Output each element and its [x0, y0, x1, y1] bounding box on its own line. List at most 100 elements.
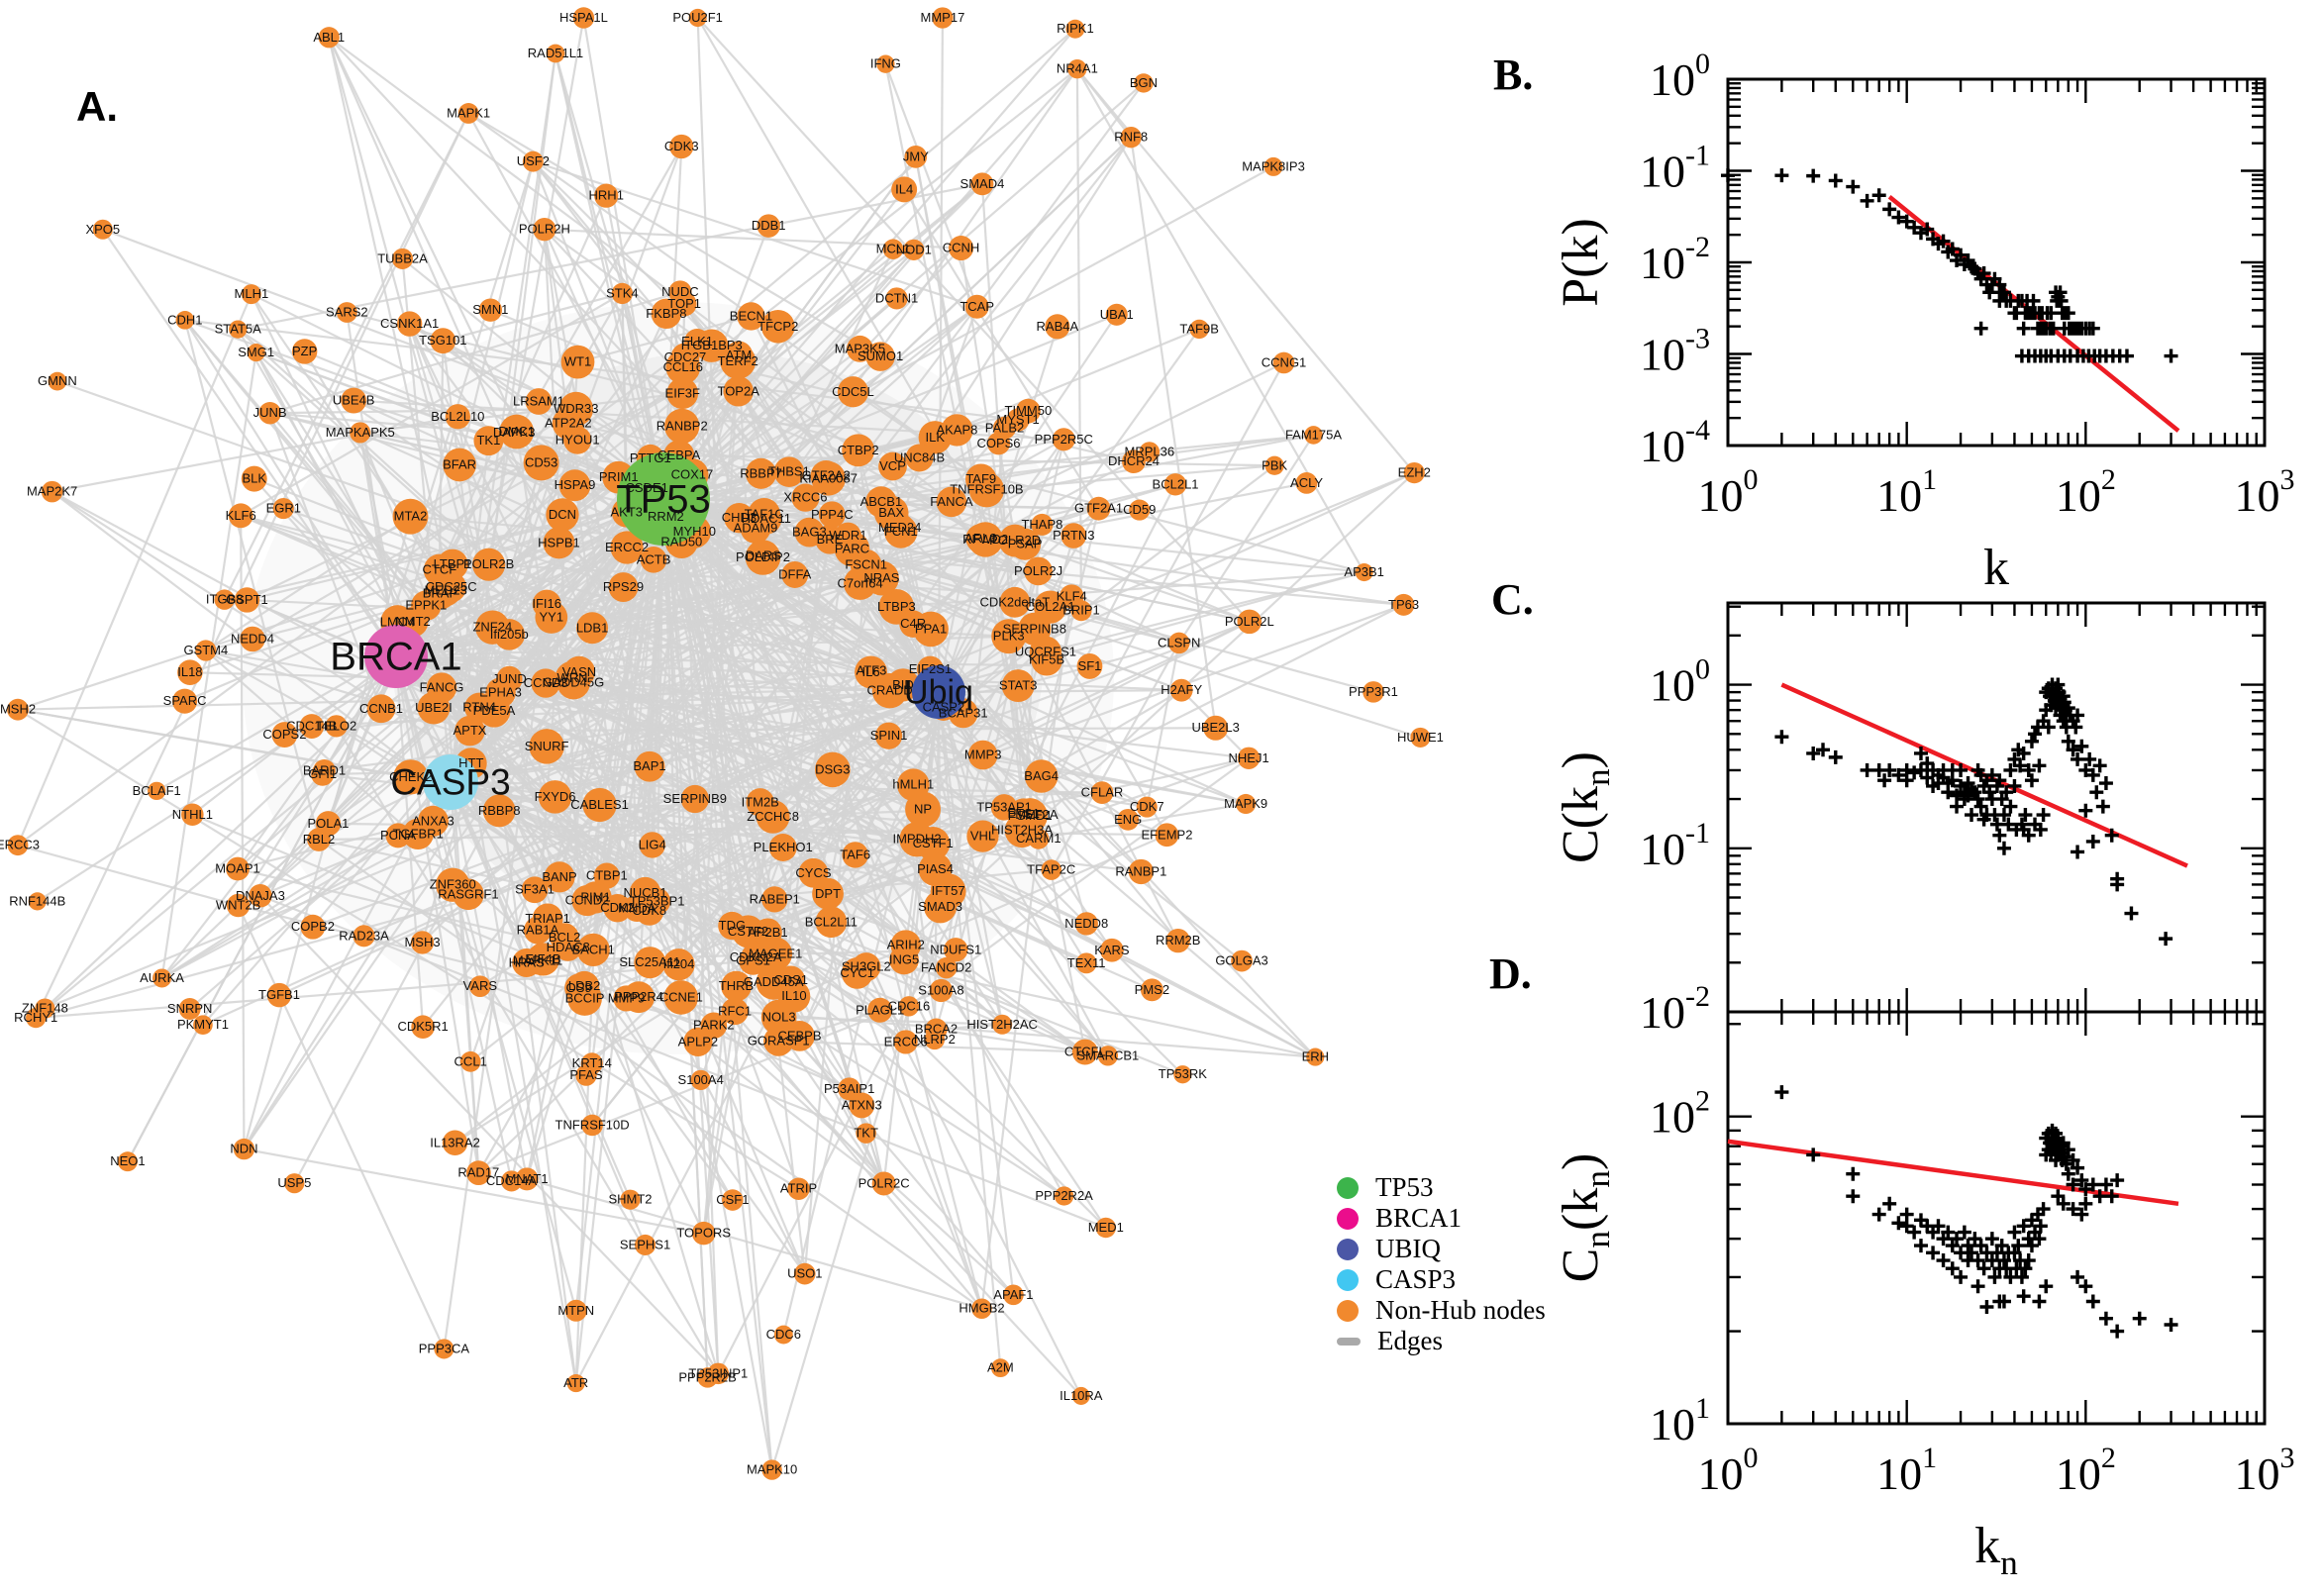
network-node [472, 548, 506, 581]
network-node [426, 672, 457, 703]
gene-label: hMLH1 [892, 777, 934, 792]
gene-label: THAP8 [1021, 517, 1062, 532]
network-node [576, 933, 610, 967]
svg-text:P(k): P(k) [1553, 218, 1609, 307]
network-node [723, 376, 754, 407]
network-edges [16, 17, 1421, 1470]
plot-frame [1726, 77, 2267, 448]
network-node [529, 729, 564, 764]
network-node [1003, 1284, 1024, 1306]
network-node [523, 445, 559, 481]
gene-label: IL4 [895, 181, 913, 196]
network-node [1105, 303, 1128, 326]
network-node [639, 832, 665, 858]
gene-label: TNFRSF10D [556, 1117, 630, 1132]
gene-label: MNDA [618, 900, 656, 915]
svg-text:103: 103 [2235, 1442, 2295, 1499]
network-node [746, 457, 777, 489]
gene-label: ZNF148 [22, 1001, 68, 1016]
nonhub-dot-icon [1337, 1299, 1359, 1322]
network-node [944, 938, 968, 962]
gene-label: APTX [454, 723, 487, 738]
gene-label: CDK8 [632, 903, 666, 918]
gene-label: KLF4 [1057, 589, 1087, 604]
network-node [535, 601, 568, 634]
gene-label: MAPK10 [747, 1462, 797, 1477]
gene-label: CSF1 [716, 1192, 749, 1207]
gene-label: MED1 [1088, 1220, 1124, 1235]
svg-text:103: 103 [2235, 463, 2295, 521]
gene-label: IL10 [781, 988, 806, 1003]
gene-label: CDC25C [426, 579, 477, 594]
gene-label: CCL1 [454, 1053, 487, 1068]
gene-label: RIPK1 [1057, 21, 1094, 36]
gene-label: BRE [817, 532, 844, 547]
gene-label: RRM2B [1156, 933, 1201, 948]
gene-label: NUDC [661, 284, 699, 299]
gene-label: RAD51L1 [528, 46, 583, 60]
network-node [266, 982, 292, 1008]
legend-label: Edges [1377, 1326, 1443, 1355]
gene-label: CCNG1 [1262, 354, 1307, 369]
scatter-points [1774, 1085, 2178, 1339]
legend-item-ubiq: UBIQ [1337, 1234, 1546, 1264]
gene-label: SEPHS1 [620, 1237, 670, 1251]
network-edge [1075, 68, 1083, 611]
network-hub-nodes [364, 452, 965, 810]
network-node [445, 404, 470, 430]
gene-label: PPP4C [811, 507, 854, 522]
gene-label: BCL2 [549, 930, 581, 945]
gene-label: BRIP1 [1062, 603, 1100, 618]
network-edge [904, 471, 1416, 947]
network-edge [903, 188, 1100, 510]
gene-label: ITGB1BP3 [681, 338, 743, 352]
gene-label: COPS2 [262, 727, 306, 742]
legend-item-tp53: TP53 [1337, 1172, 1546, 1203]
gene-label: EGR1 [266, 501, 301, 516]
gene-label: TGFB1 [258, 987, 300, 1002]
gene-label: JUND [492, 671, 527, 686]
network-node [291, 339, 318, 364]
svg-text:101: 101 [1876, 1442, 1937, 1499]
network-node [336, 302, 357, 323]
gene-label: RPS29 [603, 579, 644, 594]
gene-label: DHCR24 [1108, 453, 1160, 468]
network-edge [936, 1028, 1085, 1053]
network-node [603, 893, 632, 923]
network-edge [359, 392, 683, 435]
network-node [501, 1170, 523, 1192]
network-edge [328, 36, 953, 503]
gene-label: GPS1 [736, 952, 770, 967]
gene-label: ATR [563, 1375, 588, 1390]
gene-label: AURKA [140, 970, 184, 985]
gene-label: C7orf64 [837, 575, 882, 590]
gene-label: PLK3 [993, 629, 1025, 644]
network-node [475, 610, 510, 645]
network-node [737, 302, 765, 331]
gene-label: COL2A1 [1026, 599, 1075, 614]
gene-label: CCNB1 [359, 701, 403, 716]
fit-line [1887, 195, 2180, 433]
network-node [852, 952, 881, 982]
gene-label: EPHA3 [479, 685, 522, 700]
gene-label: GSTM4 [183, 643, 228, 657]
gene-label: MYST1 [996, 412, 1039, 427]
gene-label: KARS [1094, 943, 1130, 957]
network-node [758, 937, 793, 971]
gene-label: P53AIP1 [824, 1081, 874, 1096]
network-node [781, 561, 809, 588]
gene-label: FANCA [930, 494, 973, 509]
gene-label: RNF144B [9, 893, 65, 908]
svg-text:100: 100 [1698, 1442, 1759, 1499]
network-node [1097, 1046, 1119, 1066]
network-node [760, 309, 795, 344]
network-node [1203, 715, 1229, 741]
svg-text:10-2: 10-2 [1640, 231, 1710, 288]
network-node [968, 472, 1005, 508]
hub-node-ubiq [912, 665, 965, 719]
gene-label: CDH1 [167, 312, 202, 327]
hub-label-tp53: TP53 [616, 478, 711, 522]
gene-label: EFEMP2 [1141, 827, 1192, 842]
network-edge [324, 690, 940, 772]
gene-label: AKAP8 [936, 422, 977, 437]
